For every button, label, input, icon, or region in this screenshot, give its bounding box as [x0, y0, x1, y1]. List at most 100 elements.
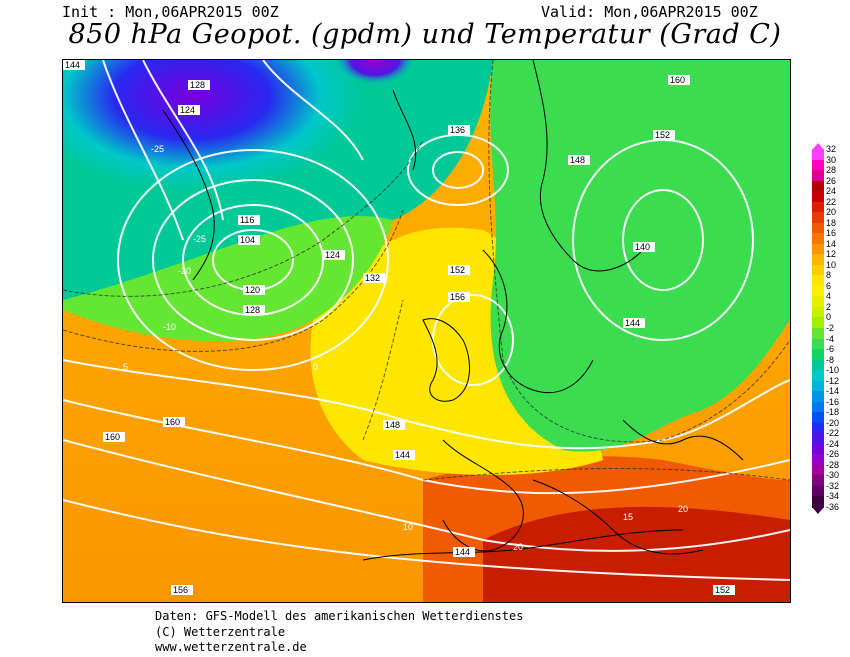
- label-temp-20b: 20: [513, 542, 523, 552]
- scale-segment: [812, 191, 824, 203]
- scale-tick-label: 6: [826, 280, 832, 291]
- scale-segment: [812, 233, 824, 245]
- coastlines: [162, 60, 744, 561]
- scale-tick-label: -22: [826, 428, 840, 439]
- scale-tick-label: -14: [826, 386, 840, 397]
- scale-tick-label: 4: [826, 291, 832, 302]
- label-geopot-160c: 160: [165, 417, 180, 427]
- scale-tick-label: 12: [826, 249, 837, 260]
- scale-tick-label: -16: [826, 396, 840, 407]
- scale-segment: [812, 296, 824, 308]
- scale-segment: [812, 485, 824, 498]
- label-geopot-124: 124: [180, 105, 195, 115]
- scale-segment: [812, 170, 824, 182]
- scale-tick-label: 10: [826, 259, 837, 270]
- scale-segment: [812, 149, 824, 161]
- scale-tick-label: -32: [826, 480, 840, 491]
- label-temp-minus25: -25: [151, 144, 164, 154]
- label-geopot-120: 120: [245, 285, 260, 295]
- scale-segment: [812, 412, 824, 424]
- scale-segment: [812, 275, 824, 287]
- scale-tick-label: 32: [826, 144, 837, 154]
- scale-segment: [812, 443, 824, 455]
- scale-tick-label: 22: [826, 196, 837, 207]
- contour-labels: 144 128 124 104 116 120 128 124 132 136 …: [63, 60, 735, 595]
- scale-tick-label: 26: [826, 175, 837, 186]
- label-geopot-160b: 160: [105, 432, 120, 442]
- init-time: Init : Mon,06APR2015 00Z: [62, 3, 279, 21]
- scale-tick-label: -6: [826, 344, 835, 355]
- scale-tick-label: -12: [826, 375, 840, 386]
- scale-segment: [812, 496, 824, 508]
- label-geopot-152c: 152: [715, 585, 730, 595]
- scale-tick-label: -18: [826, 407, 840, 418]
- label-geopot-152: 152: [450, 265, 465, 275]
- label-geopot-144c: 144: [395, 450, 410, 460]
- scale-segment: [812, 317, 824, 329]
- label-geopot-160: 160: [670, 75, 685, 85]
- label-geopot-144b: 144: [625, 318, 640, 328]
- valid-time: Valid: Mon,06APR2015 00Z: [541, 3, 758, 21]
- scale-tick-label: -10: [826, 365, 840, 376]
- scale-tick-label: -28: [826, 459, 840, 470]
- scale-tick-label: 16: [826, 228, 837, 239]
- scale-segment: [812, 306, 824, 319]
- scale-segment: [812, 212, 824, 224]
- scale-segment: [812, 349, 824, 361]
- scale-tick-label: -4: [826, 333, 835, 344]
- label-geopot-136: 136: [450, 125, 465, 135]
- label-temp-15: 15: [623, 512, 633, 522]
- scale-segment: [812, 380, 824, 392]
- label-temp-20: 20: [678, 504, 688, 514]
- label-geopot-148c: 148: [385, 420, 400, 430]
- footer-website[interactable]: www.wetterzentrale.de: [155, 640, 307, 654]
- scale-segment: [812, 359, 824, 371]
- scale-segment: [812, 338, 824, 350]
- scale-tick-label: -2: [826, 323, 835, 333]
- scale-segment: [812, 464, 824, 476]
- scale-bottom-arrow: [812, 507, 824, 514]
- label-geopot-148: 148: [570, 155, 585, 165]
- label-geopot-132: 132: [365, 273, 380, 283]
- cool-band-west: [63, 203, 393, 342]
- label-geopot-144: 144: [65, 60, 80, 70]
- label-geopot-156b: 156: [173, 585, 188, 595]
- label-temp-5: 5: [123, 362, 128, 372]
- scale-segment: [812, 370, 824, 382]
- scale-segment: [812, 391, 824, 403]
- chart-title: 850 hPa Geopot. (gpdm) und Temperatur (G…: [68, 19, 782, 50]
- scale-tick-label: -8: [826, 354, 835, 365]
- label-geopot-152b: 152: [655, 130, 670, 140]
- scale-tick-label: 8: [826, 270, 832, 281]
- scale-segment: [812, 201, 824, 213]
- weather-map: 144 128 124 104 116 120 128 124 132 136 …: [62, 59, 791, 603]
- scale-segment: [812, 222, 824, 234]
- scale-segment: [812, 433, 824, 445]
- scale-segment: [812, 454, 824, 466]
- scale-segment: [812, 475, 824, 487]
- temperature-contours: [63, 60, 790, 481]
- scale-segment: [812, 264, 824, 276]
- scale-segment: [812, 422, 824, 434]
- label-geopot-144d: 144: [455, 547, 470, 557]
- footer-copyright: (C) Wetterzentrale: [155, 625, 286, 639]
- label-temp-minus25b: -25: [193, 234, 206, 244]
- scale-tick-label: 0: [826, 312, 832, 323]
- label-geopot-128: 128: [190, 80, 205, 90]
- scale-tick-label: -34: [826, 491, 840, 502]
- cold-core: [303, 60, 463, 150]
- scale-tick-label: -20: [826, 417, 840, 428]
- label-geopot-140: 140: [635, 242, 650, 252]
- scale-tick-label: -30: [826, 470, 840, 481]
- scale-tick-label: 20: [826, 207, 837, 218]
- scale-tick-label: -26: [826, 449, 840, 460]
- scale-tick-label: 2: [826, 301, 832, 312]
- scale-tick-label: 28: [826, 165, 837, 176]
- label-temp-10: 10: [403, 522, 413, 532]
- footer-source: Daten: GFS-Modell des amerikanischen Wet…: [155, 609, 524, 623]
- label-geopot-104: 104: [240, 235, 255, 245]
- scale-segment: [812, 243, 824, 255]
- scale-segment: [812, 180, 824, 192]
- scale-tick-label: -36: [826, 502, 840, 512]
- label-temp-minus10: -10: [163, 322, 176, 332]
